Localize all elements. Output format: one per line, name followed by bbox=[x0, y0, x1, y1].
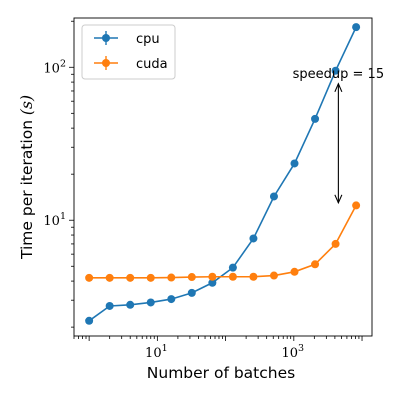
data-point-cpu bbox=[208, 278, 217, 287]
data-point-cuda bbox=[290, 267, 299, 276]
data-point-cuda bbox=[187, 273, 196, 282]
data-point-cpu bbox=[126, 300, 135, 309]
y-axis-title-unit: (s) bbox=[18, 95, 36, 115]
speedup-label: speedup = 15 bbox=[293, 67, 384, 82]
data-point-cpu bbox=[228, 263, 237, 272]
legend-label-cuda: cuda bbox=[136, 57, 168, 72]
x-tick-label-base: 10 bbox=[282, 346, 299, 361]
legend-label-cpu: cpu bbox=[136, 32, 160, 47]
annotation: speedup = 15 bbox=[293, 67, 384, 205]
y-tick-label: 102 bbox=[43, 58, 66, 76]
data-point-cuda bbox=[311, 260, 320, 269]
data-point-cpu bbox=[167, 295, 176, 304]
data-point-cpu bbox=[290, 159, 299, 168]
y-tick-label-base: 10 bbox=[43, 61, 60, 76]
speedup-arrow-head-top bbox=[334, 82, 343, 93]
data-point-cpu bbox=[352, 23, 361, 32]
y-tick-label-exponent: 1 bbox=[60, 211, 66, 222]
x-axis-title: Number of batches bbox=[147, 364, 295, 382]
data-point-cpu bbox=[249, 234, 258, 243]
x-tick-label-exponent: 3 bbox=[298, 343, 304, 354]
data-point-cuda bbox=[269, 271, 278, 280]
data-point-cuda bbox=[105, 273, 114, 282]
data-point-cpu bbox=[105, 301, 114, 310]
data-point-cuda bbox=[126, 273, 135, 282]
data-point-cuda bbox=[167, 273, 176, 282]
y-tick-label-base: 10 bbox=[43, 214, 60, 229]
x-tick-label-exponent: 1 bbox=[162, 343, 168, 354]
x-tick-label: 101 bbox=[145, 343, 168, 361]
data-point-cuda bbox=[208, 272, 217, 281]
data-point-cuda bbox=[331, 239, 340, 248]
data-point-cpu bbox=[85, 316, 94, 325]
data-point-cpu bbox=[331, 66, 340, 75]
data-point-cuda bbox=[146, 273, 155, 282]
legend: cpu cuda bbox=[81, 24, 176, 80]
y-axis-title-text: Time per iteration bbox=[18, 115, 36, 260]
data-point-cpu bbox=[311, 114, 320, 123]
x-tick-label-base: 10 bbox=[145, 346, 162, 361]
y-tick-label-exponent: 2 bbox=[60, 58, 66, 69]
data-point-cpu bbox=[187, 288, 196, 297]
data-point-cuda bbox=[228, 272, 237, 281]
axes-frame bbox=[73, 17, 373, 337]
data-point-cpu bbox=[269, 192, 278, 201]
data-point-cuda bbox=[352, 201, 361, 210]
data-point-cuda bbox=[249, 272, 258, 281]
y-tick-label: 101 bbox=[43, 211, 66, 229]
speedup-arrow-head-bottom bbox=[334, 194, 343, 205]
data-point-cpu bbox=[146, 298, 155, 307]
plot-area bbox=[85, 23, 361, 325]
data-point-cuda bbox=[85, 273, 94, 282]
y-axis-title: Time per iteration (s) bbox=[18, 95, 36, 260]
x-tick-label: 103 bbox=[282, 343, 305, 361]
